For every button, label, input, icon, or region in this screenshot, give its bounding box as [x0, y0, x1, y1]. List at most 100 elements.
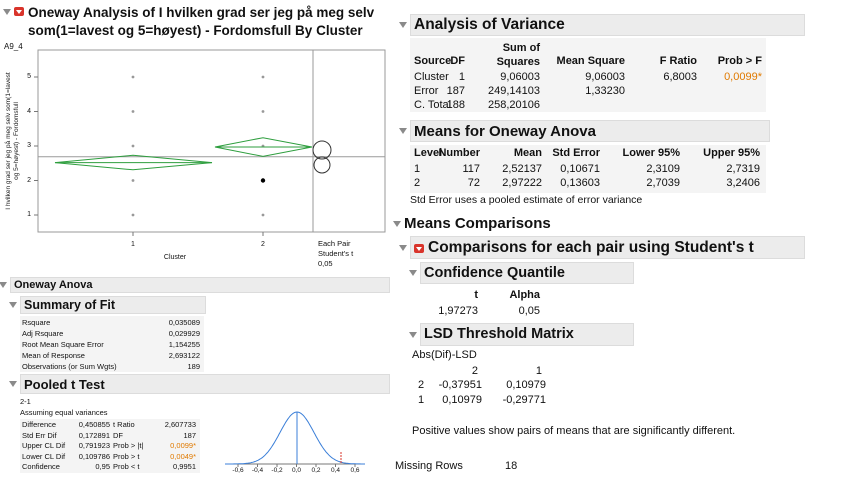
table-background — [410, 38, 766, 112]
y-tick-label: 1 — [27, 211, 31, 218]
stat-label: Observations (or Sum Wgts) — [22, 362, 117, 371]
section-title: Pooled t Test — [24, 376, 105, 392]
table-cell: 9,06003 — [500, 71, 540, 83]
comparison-legend: Each Pair — [318, 239, 351, 248]
table-cell: -0,29771 — [502, 394, 546, 406]
stat-value: 0,035089 — [168, 318, 200, 327]
stat-label: Prob > |t| — [113, 441, 144, 450]
stat-label: Prob > t — [113, 451, 140, 461]
stat-value: 0,0049* — [170, 451, 196, 461]
density-curve — [225, 411, 365, 465]
data-point — [131, 75, 135, 79]
stat-label: Upper CL Dif — [22, 441, 66, 450]
section-title: Oneway Anova — [14, 278, 93, 291]
disclosure-icon[interactable] — [393, 221, 401, 227]
table-cell: 187 — [446, 85, 465, 97]
section-header — [420, 262, 634, 284]
data-point — [131, 110, 135, 113]
matrix-label: Abs(Dif)-LSD — [412, 349, 477, 361]
stat-label: Adj Rsquare — [22, 329, 64, 338]
disclosure-icon[interactable] — [399, 128, 407, 134]
table-cell: Error — [414, 85, 439, 97]
stat-label: Prob < t — [113, 462, 140, 471]
row-label: 1 — [418, 394, 425, 406]
table-cell: 0,0099* — [724, 71, 762, 83]
stat-label: Confidence — [22, 462, 60, 471]
table-cell: 1 — [414, 163, 421, 175]
column-header: Alpha — [509, 289, 540, 301]
x-tick-label: 0,2 — [311, 467, 321, 474]
missing-label: Missing Rows — [395, 460, 463, 472]
disclosure-icon[interactable] — [409, 331, 417, 338]
disclosure-icon[interactable] — [399, 244, 407, 251]
row-label: 2 — [418, 379, 425, 391]
comparison-circle — [313, 156, 331, 174]
stat-label: Lower CL Dif — [22, 451, 66, 461]
y-axis-label: I hvilken grad ser jeg på meg selv som(1… — [4, 72, 20, 210]
disclosure-icon[interactable] — [399, 22, 407, 28]
x-tick-label: 0,4 — [330, 467, 341, 474]
table-cell: 9,06003 — [585, 71, 625, 83]
report-title: Oneway Analysis of I hvilken grad ser je… — [28, 5, 375, 38]
stat-label: DF — [113, 430, 123, 440]
menu-icon[interactable] — [14, 7, 24, 16]
stat-label: Mean of Response — [22, 351, 85, 360]
disclosure-icon[interactable] — [409, 270, 417, 276]
section-title: Means for Oneway Anova — [414, 122, 596, 140]
table-cell: 6,8003 — [663, 71, 697, 83]
data-point — [131, 213, 135, 217]
table-cell: 2,52137 — [502, 163, 542, 175]
stat-value: 0,172891 — [78, 430, 110, 440]
x-tick-label: -0,4 — [251, 467, 264, 474]
y-tick-label: 5 — [27, 73, 31, 80]
disclosure-icon[interactable] — [9, 302, 17, 308]
table-cell: 72 — [467, 177, 480, 189]
y-axis-label-line: I hvilken grad ser jeg på meg selv som(1… — [4, 72, 12, 210]
table-cell: C. Total — [414, 99, 452, 111]
column-header: DF — [450, 55, 465, 67]
missing-value: 18 — [505, 460, 518, 472]
x-tick-label: 1 — [131, 241, 135, 248]
table-cell: 2,97222 — [502, 177, 542, 189]
table-cell: -0,37951 — [438, 379, 482, 391]
x-tick-label: -0,2 — [271, 467, 283, 474]
section-title: Analysis of Variance — [414, 16, 565, 34]
stat-value: 0,450855 — [78, 420, 110, 429]
table-cell: 117 — [462, 163, 480, 175]
disclosure-icon[interactable] — [9, 381, 17, 387]
table-cell: 0,10979 — [442, 394, 482, 406]
menu-icon[interactable] — [414, 243, 424, 253]
comparison-circle — [312, 140, 332, 160]
stat-label: Difference — [22, 420, 57, 429]
stat-label: t Ratio — [113, 420, 135, 429]
stat-value: 2,693122 — [168, 351, 200, 360]
column-header: F Ratio — [659, 55, 697, 67]
footnote: Positive values show pairs of means that… — [412, 425, 736, 437]
table-background — [20, 316, 204, 372]
table-cell: 0,10671 — [560, 163, 600, 175]
column-header: Std Error — [552, 147, 600, 159]
data-point — [261, 213, 265, 217]
column-label: A9_4 — [4, 42, 23, 51]
column-header: Upper 95% — [703, 147, 760, 159]
column-header: Lower 95% — [622, 147, 680, 159]
section-title: Summary of Fit — [24, 297, 115, 312]
stat-value: 0,9951 — [173, 462, 196, 471]
stat-value: 0,029929 — [168, 329, 200, 338]
column-header: Sum of Squares — [496, 42, 540, 69]
section-title: Confidence Quantile — [424, 264, 565, 281]
table-background — [410, 145, 766, 193]
disclosure-icon[interactable] — [3, 9, 11, 15]
data-point — [131, 179, 135, 182]
table-cell: 2,3109 — [646, 163, 680, 175]
table-cell: 2,7039 — [646, 177, 680, 189]
column-header: Prob > F — [717, 55, 762, 67]
table-cell: 2,7319 — [726, 163, 760, 175]
assumption-note: Assuming equal variances — [20, 408, 108, 417]
section-header — [420, 323, 634, 346]
data-point — [261, 75, 265, 79]
data-point — [131, 144, 135, 148]
disclosure-icon[interactable] — [0, 282, 7, 288]
